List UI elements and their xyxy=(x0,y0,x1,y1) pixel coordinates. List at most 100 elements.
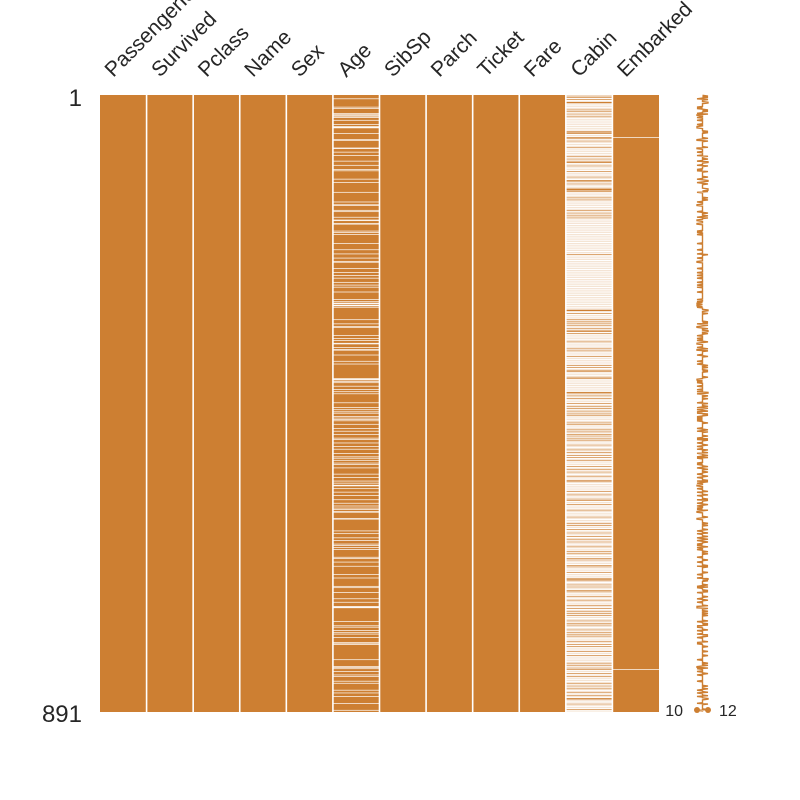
missing-row-mark xyxy=(565,526,613,528)
missing-row-mark xyxy=(565,270,613,271)
missing-row-mark xyxy=(565,201,613,203)
missing-row-mark xyxy=(332,303,380,305)
missing-row-mark xyxy=(565,502,613,503)
missing-row-mark xyxy=(565,182,613,183)
missing-row-mark xyxy=(565,208,613,210)
missing-row-mark xyxy=(565,520,613,521)
missing-row-mark xyxy=(332,291,380,293)
missing-row-mark xyxy=(565,684,613,686)
missing-row-mark xyxy=(565,480,613,482)
missing-row-mark xyxy=(565,447,613,449)
missing-row-mark xyxy=(565,379,613,381)
missing-row-mark xyxy=(565,173,613,175)
missing-row-mark xyxy=(565,307,613,309)
missing-row-mark xyxy=(565,280,613,282)
missing-row-mark xyxy=(565,425,613,427)
missing-row-mark xyxy=(565,162,613,164)
missing-row-mark xyxy=(332,446,380,447)
column-label-ticket: Ticket xyxy=(473,26,528,81)
missing-row-mark xyxy=(565,258,613,260)
matrix-column-pclass xyxy=(193,95,240,712)
missing-row-mark xyxy=(565,227,613,228)
missing-row-mark xyxy=(565,442,613,444)
missing-row-mark xyxy=(565,261,613,263)
missing-row-mark xyxy=(565,396,613,397)
missing-row-mark xyxy=(565,317,613,318)
column-bar-passengerid xyxy=(100,95,147,712)
missing-row-mark xyxy=(565,263,613,264)
missing-row-mark xyxy=(565,403,613,405)
missing-row-mark xyxy=(565,669,613,671)
missing-row-mark xyxy=(565,684,613,685)
missing-row-mark xyxy=(565,527,613,529)
missing-row-mark xyxy=(565,428,613,430)
missing-row-mark xyxy=(565,360,613,362)
missing-row-mark xyxy=(565,393,613,395)
missing-row-mark xyxy=(565,374,613,375)
missing-row-mark xyxy=(565,285,613,287)
missing-row-mark xyxy=(565,371,613,373)
missing-row-mark xyxy=(565,107,613,109)
missing-row-mark xyxy=(565,184,613,186)
missing-row-mark xyxy=(565,687,613,688)
missing-row-mark xyxy=(332,495,380,496)
missing-row-mark xyxy=(332,223,380,224)
missing-row-mark xyxy=(332,126,380,127)
missing-row-mark xyxy=(565,464,613,465)
missing-row-mark xyxy=(332,169,380,170)
missing-row-mark xyxy=(565,648,613,650)
missing-row-mark xyxy=(565,575,613,577)
missing-row-mark xyxy=(565,143,613,145)
missing-row-mark xyxy=(565,702,613,703)
missing-row-mark xyxy=(565,554,613,556)
missing-row-mark xyxy=(565,373,613,375)
missing-row-mark xyxy=(565,194,613,195)
missing-row-mark xyxy=(565,97,613,99)
missing-row-mark xyxy=(565,421,613,423)
missing-row-mark xyxy=(565,585,613,586)
missing-row-mark xyxy=(565,612,613,613)
missing-row-mark xyxy=(565,390,613,392)
missing-row-mark xyxy=(565,589,613,591)
missing-row-mark xyxy=(612,137,659,138)
missing-row-mark xyxy=(565,103,613,105)
missing-row-mark xyxy=(565,529,613,531)
missing-row-mark xyxy=(565,432,613,433)
missing-row-mark xyxy=(565,222,613,224)
missing-row-mark xyxy=(565,221,613,222)
missing-row-mark xyxy=(565,248,613,250)
missing-row-mark xyxy=(565,187,613,189)
missing-row-mark xyxy=(565,145,613,147)
missing-row-mark xyxy=(565,445,613,447)
missing-row-mark xyxy=(565,426,613,428)
missing-row-mark xyxy=(565,317,613,319)
missing-row-mark xyxy=(565,705,613,707)
missing-row-mark xyxy=(565,642,613,643)
missing-row-mark xyxy=(565,261,613,262)
missing-row-mark xyxy=(332,347,380,348)
missing-row-mark xyxy=(565,663,613,665)
missing-row-mark xyxy=(565,186,613,188)
missing-row-mark xyxy=(332,502,380,504)
missing-row-mark xyxy=(565,599,613,600)
missing-row-mark xyxy=(332,385,380,387)
missing-row-mark xyxy=(332,644,380,645)
missing-row-mark xyxy=(565,294,613,296)
missing-row-mark xyxy=(565,595,613,597)
missing-row-mark xyxy=(332,453,380,454)
missing-row-mark xyxy=(565,622,613,624)
missing-row-mark xyxy=(565,534,613,536)
missing-row-mark xyxy=(565,574,613,575)
missing-row-mark xyxy=(332,261,380,262)
missing-row-mark xyxy=(565,700,613,702)
missing-row-mark xyxy=(332,151,380,153)
missing-row-mark xyxy=(565,117,613,118)
missing-row-mark xyxy=(332,607,380,609)
missing-row-mark xyxy=(565,388,613,390)
matrix-column-sibsp xyxy=(379,95,427,712)
missing-row-mark xyxy=(565,167,613,168)
missing-row-mark xyxy=(565,124,613,126)
missing-row-mark xyxy=(565,335,613,336)
missing-row-mark xyxy=(332,382,380,384)
